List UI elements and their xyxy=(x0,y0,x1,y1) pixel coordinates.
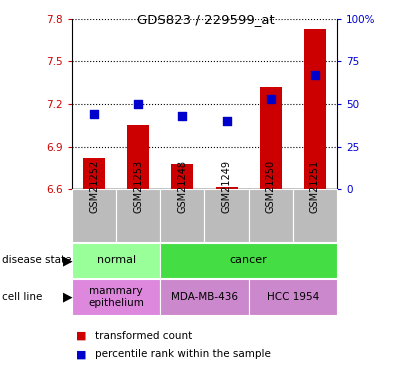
Bar xyxy=(260,87,282,189)
Point xyxy=(135,101,141,107)
Text: ■: ■ xyxy=(76,350,87,359)
Text: GSM21250: GSM21250 xyxy=(266,160,276,213)
Point xyxy=(268,96,274,102)
Text: GSM21253: GSM21253 xyxy=(133,160,143,213)
Text: cancer: cancer xyxy=(230,255,268,266)
Text: mammary
epithelium: mammary epithelium xyxy=(88,286,144,308)
Point xyxy=(91,111,97,117)
Text: ▶: ▶ xyxy=(63,291,73,304)
Text: cell line: cell line xyxy=(2,292,42,302)
Text: percentile rank within the sample: percentile rank within the sample xyxy=(95,350,270,359)
Point xyxy=(179,113,186,119)
Text: MDA-MB-436: MDA-MB-436 xyxy=(171,292,238,302)
Text: GSM21251: GSM21251 xyxy=(310,160,320,213)
Bar xyxy=(171,164,194,189)
Bar xyxy=(304,29,326,189)
Text: GSM21248: GSM21248 xyxy=(178,160,187,213)
Text: GSM21249: GSM21249 xyxy=(222,160,231,213)
Text: ■: ■ xyxy=(76,331,87,340)
Text: normal: normal xyxy=(97,255,136,266)
Point xyxy=(223,118,230,124)
Text: ▶: ▶ xyxy=(63,254,73,267)
Point xyxy=(312,72,318,78)
Text: HCC 1954: HCC 1954 xyxy=(267,292,319,302)
Bar xyxy=(83,158,105,189)
Bar xyxy=(127,125,149,189)
Text: GDS823 / 229599_at: GDS823 / 229599_at xyxy=(136,13,275,26)
Bar xyxy=(215,186,238,189)
Text: transformed count: transformed count xyxy=(95,331,192,340)
Text: disease state: disease state xyxy=(2,255,72,266)
Text: GSM21252: GSM21252 xyxy=(89,160,99,213)
